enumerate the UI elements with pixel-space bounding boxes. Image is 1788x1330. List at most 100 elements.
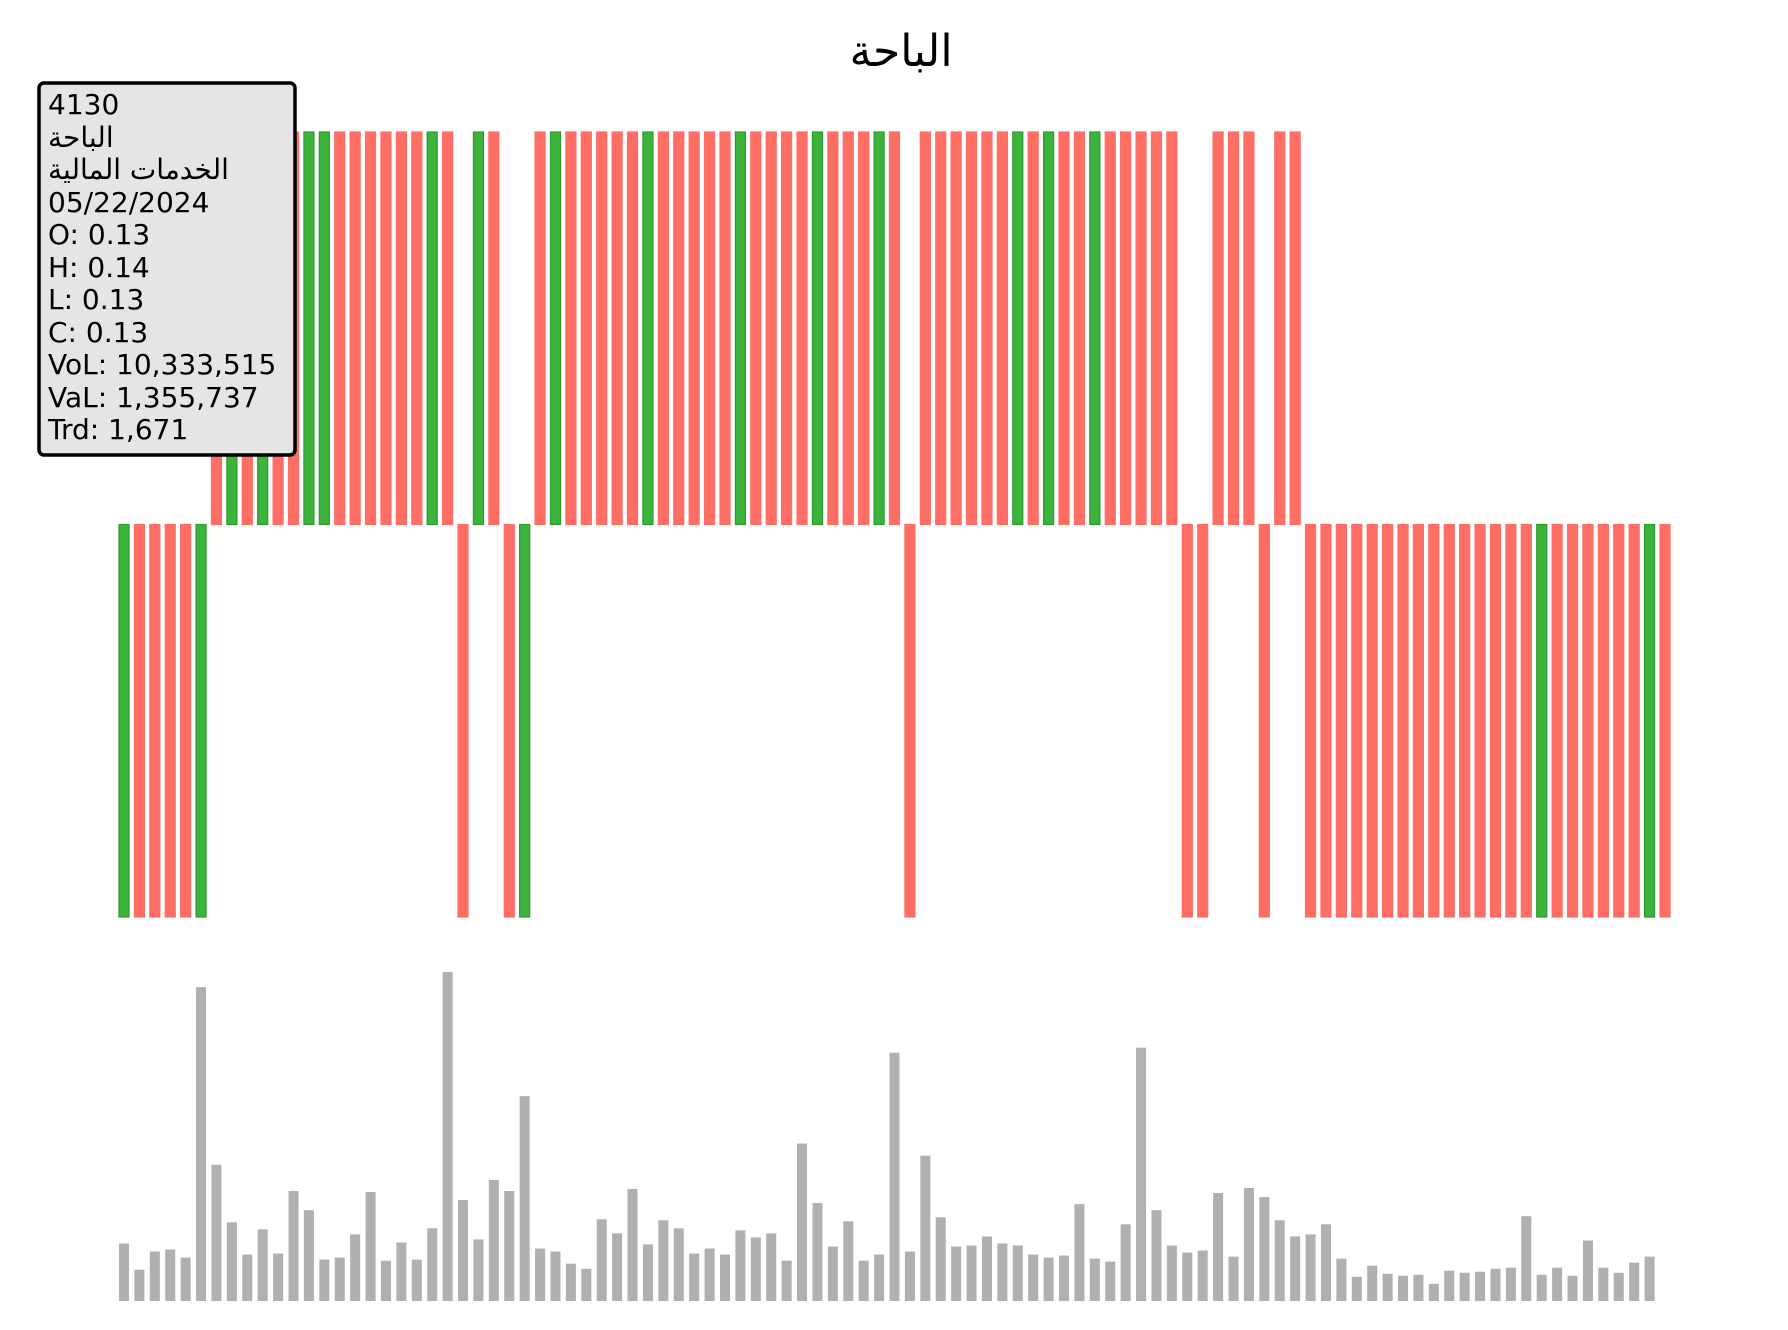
- candle-22: [457, 523, 469, 918]
- candle-45: [811, 131, 824, 526]
- candle-14: [334, 131, 346, 526]
- volume-bar-90: [1505, 1267, 1516, 1301]
- volume-bar-67: [1151, 1210, 1162, 1301]
- volume-bar-73: [1243, 1187, 1254, 1301]
- volume-bar-61: [1059, 1255, 1070, 1301]
- candle-42: [765, 131, 777, 526]
- candle-18: [395, 131, 407, 526]
- candle-17: [380, 131, 392, 526]
- candle-95: [1582, 523, 1594, 918]
- candle-93: [1551, 523, 1563, 918]
- candle-76: [1289, 131, 1301, 526]
- candle-53: [935, 131, 947, 526]
- volume-bar-2: [149, 1251, 160, 1301]
- volume-bar-74: [1259, 1197, 1270, 1301]
- volume-bar-16: [365, 1192, 376, 1301]
- candle-64: [1104, 131, 1116, 526]
- volume-bar-78: [1320, 1224, 1331, 1301]
- volume-bar-50: [889, 1052, 900, 1301]
- volume-bar-93: [1552, 1267, 1563, 1301]
- volume-bar-37: [689, 1253, 700, 1301]
- volume-bar-60: [1043, 1257, 1054, 1301]
- volume-bar-80: [1351, 1276, 1362, 1301]
- volume-bar-27: [535, 1248, 546, 1301]
- volume-bar-53: [935, 1217, 946, 1301]
- volume-bar-43: [781, 1260, 792, 1301]
- volume-bar-41: [750, 1237, 761, 1301]
- volume-bar-39: [719, 1254, 730, 1301]
- volume-bar-32: [612, 1233, 623, 1301]
- candle-70: [1197, 523, 1209, 918]
- candle-47: [842, 131, 854, 526]
- volume-bar-51: [904, 1251, 915, 1301]
- volume-bar-31: [596, 1219, 607, 1301]
- volume-bar-3: [165, 1249, 176, 1301]
- volume-bar-94: [1567, 1275, 1578, 1301]
- volume-bar-9: [257, 1229, 268, 1301]
- tooltip-close: C: 0.13: [48, 316, 148, 349]
- volume-bar-70: [1197, 1250, 1208, 1301]
- volume-bar-81: [1367, 1265, 1378, 1301]
- volume-bar-63: [1089, 1258, 1100, 1301]
- volume-bar-38: [704, 1248, 715, 1301]
- volume-bar-71: [1213, 1193, 1224, 1301]
- candle-19: [411, 131, 423, 526]
- volume-bar-85: [1428, 1283, 1439, 1301]
- volume-bar-77: [1305, 1234, 1316, 1301]
- candle-74: [1258, 523, 1270, 918]
- volume-bar-23: [473, 1239, 484, 1301]
- volume-bar-25: [504, 1191, 515, 1301]
- tooltip: 4130 الباحة الخدمات المالية 05/22/2024 O…: [37, 81, 297, 457]
- volume-bar-12: [303, 1210, 314, 1301]
- volume-bar-69: [1182, 1252, 1193, 1301]
- tooltip-date: 05/22/2024: [48, 186, 209, 219]
- volume-bar-82: [1382, 1273, 1393, 1301]
- volume-bar-97: [1613, 1272, 1624, 1301]
- candle-28: [549, 131, 562, 526]
- candle-54: [950, 131, 962, 526]
- candle-98: [1628, 523, 1640, 918]
- candle-94: [1566, 523, 1579, 918]
- volume-bar-30: [581, 1268, 592, 1301]
- candle-33: [626, 131, 639, 526]
- candle-46: [827, 131, 839, 526]
- tooltip-code: 4130: [48, 88, 119, 121]
- candle-81: [1366, 523, 1378, 918]
- volume-bar-84: [1413, 1274, 1424, 1301]
- volume-bar-87: [1459, 1272, 1470, 1301]
- candle-0: [118, 523, 130, 918]
- volume-bar-48: [858, 1260, 869, 1301]
- candle-39: [719, 131, 731, 526]
- candle-58: [1012, 131, 1024, 526]
- volume-bar-92: [1536, 1274, 1547, 1301]
- volume-bar-45: [812, 1203, 823, 1301]
- candle-66: [1135, 131, 1147, 526]
- volume-bar-29: [565, 1263, 576, 1301]
- volume-bar-96: [1598, 1267, 1609, 1301]
- volume-bar-8: [242, 1254, 253, 1301]
- volume-bar-75: [1274, 1220, 1285, 1301]
- candle-71: [1212, 131, 1224, 526]
- candles-layer: [118, 131, 1671, 918]
- candle-21: [442, 131, 454, 526]
- volume-bar-62: [1074, 1204, 1085, 1301]
- tooltip-box: [37, 81, 297, 457]
- candle-85: [1428, 523, 1440, 918]
- volume-bar-72: [1228, 1256, 1239, 1301]
- volume-bar-0: [118, 1243, 130, 1301]
- volume-bar-1: [134, 1269, 145, 1301]
- volume-bar-46: [827, 1246, 838, 1301]
- candle-73: [1243, 131, 1255, 526]
- candle-68: [1166, 131, 1178, 526]
- volume-bar-19: [411, 1259, 422, 1301]
- candle-79: [1335, 523, 1348, 918]
- candle-44: [796, 131, 808, 526]
- candle-87: [1459, 523, 1471, 918]
- candle-60: [1042, 131, 1055, 526]
- volume-bar-49: [874, 1254, 885, 1301]
- candle-52: [919, 131, 931, 526]
- tooltip-value: VaL: 1,355,737: [48, 381, 259, 414]
- candle-16: [364, 131, 377, 526]
- candle-59: [1027, 131, 1039, 526]
- volume-bar-54: [951, 1246, 962, 1301]
